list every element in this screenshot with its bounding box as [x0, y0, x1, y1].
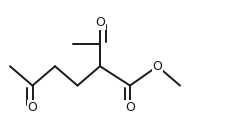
Text: O: O: [28, 101, 38, 114]
Text: O: O: [125, 101, 135, 114]
Text: O: O: [152, 60, 162, 73]
Text: O: O: [95, 16, 105, 29]
